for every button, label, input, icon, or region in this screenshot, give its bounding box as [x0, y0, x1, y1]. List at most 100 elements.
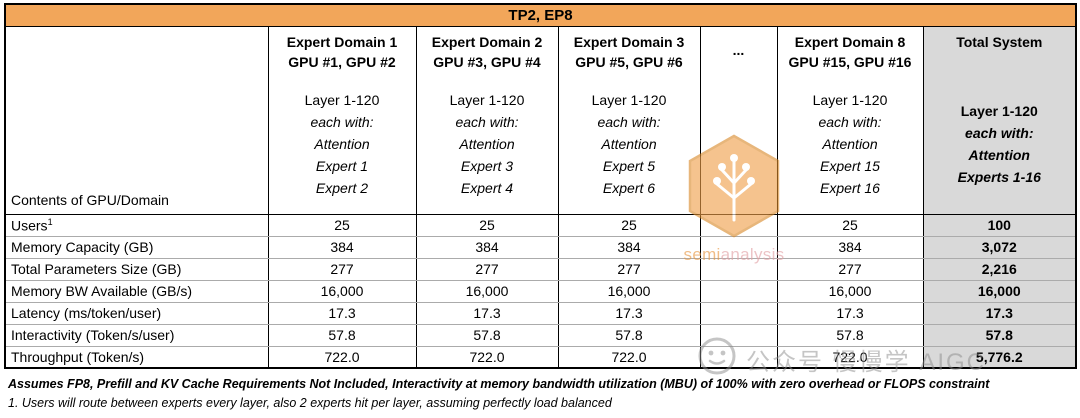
assumptions-note: Assumes FP8, Prefill and KV Cache Requir… [8, 377, 990, 391]
domain-gpus: GPU #1, GPU #2 [288, 53, 396, 70]
metric-value-ellipsis [699, 324, 778, 347]
metric-value: 17.3 [415, 302, 559, 325]
contents-layers: Layer 1-120 [304, 91, 380, 108]
metric-value: 17.3 [267, 302, 417, 325]
metric-label: Throughput (Token/s) [4, 346, 269, 369]
metric-value: 384 [557, 236, 701, 259]
contents-each-with: each with: [818, 113, 882, 130]
metric-total-value: 17.3 [922, 302, 1077, 325]
metric-label: Users1 [4, 214, 269, 237]
metric-value: 384 [776, 236, 924, 259]
domain-title: Expert Domain 8 [794, 33, 906, 50]
contents-attention: Attention [822, 135, 878, 152]
metric-total-value: 3,072 [922, 236, 1077, 259]
column-header-domain-8: Expert Domain 8 GPU #15, GPU #16 [776, 26, 924, 74]
contents-attention: Attention [459, 135, 515, 152]
metric-value: 16,000 [557, 280, 701, 303]
metric-value-ellipsis [699, 302, 778, 325]
metric-value: 57.8 [776, 324, 924, 347]
metric-value: 57.8 [415, 324, 559, 347]
metric-label: Interactivity (Token/s/user) [4, 324, 269, 347]
contents-each-with: each with: [597, 113, 661, 130]
domain-gpus: GPU #5, GPU #6 [575, 53, 683, 70]
spec-table: TP2, EP8 Contents of GPU/Domain Expert D… [4, 3, 1078, 369]
contents-each-with: each with: [455, 113, 519, 130]
column-header-domain-1: Expert Domain 1 GPU #1, GPU #2 [267, 26, 417, 74]
metric-value-ellipsis [699, 280, 778, 303]
metric-value: 25 [415, 214, 559, 237]
table-title: TP2, EP8 [4, 4, 1077, 27]
metric-row-latency: Latency (ms/token/user) 17.3 17.3 17.3 1… [4, 302, 1077, 325]
metric-label: Latency (ms/token/user) [4, 302, 269, 325]
metric-value: 16,000 [776, 280, 924, 303]
metric-value: 57.8 [557, 324, 701, 347]
contents-expert: Expert 1 [315, 157, 369, 174]
metric-value: 57.8 [267, 324, 417, 347]
contents-domain-8: Layer 1-120 each with: Attention Expert … [776, 74, 924, 215]
contents-domain-1: Layer 1-120 each with: Attention Expert … [267, 74, 417, 215]
contents-total-system: Layer 1-120 each with: Attention Experts… [922, 74, 1077, 215]
contents-expert: Expert 5 [602, 157, 656, 174]
metric-value: 25 [776, 214, 924, 237]
contents-attention: Attention [968, 146, 1030, 163]
contents-expert: Expert 4 [460, 179, 514, 196]
metric-value: 277 [776, 258, 924, 281]
domain-title: Expert Domain 2 [431, 33, 543, 50]
contents-expert: Expert 6 [602, 179, 656, 196]
column-header-ellipsis: ... [699, 26, 778, 74]
contents-ellipsis [699, 74, 778, 215]
metric-value: 16,000 [267, 280, 417, 303]
metric-value-ellipsis [699, 236, 778, 259]
contents-expert: Expert 15 [820, 157, 880, 174]
metric-label: Memory BW Available (GB/s) [4, 280, 269, 303]
metric-total-value: 16,000 [922, 280, 1077, 303]
metric-label: Memory Capacity (GB) [4, 236, 269, 259]
metric-value: 384 [267, 236, 417, 259]
metric-value: 25 [267, 214, 417, 237]
metric-value: 16,000 [415, 280, 559, 303]
footnotes: Assumes FP8, Prefill and KV Cache Requir… [8, 375, 989, 413]
metric-label-superscript: 1 [47, 216, 53, 227]
metric-row-memory-capacity: Memory Capacity (GB) 384 384 384 384 3,0… [4, 236, 1077, 259]
metric-value: 384 [415, 236, 559, 259]
domain-title: Expert Domain 1 [286, 33, 398, 50]
domain-title: Expert Domain 3 [573, 33, 685, 50]
metric-row-total-parameters: Total Parameters Size (GB) 277 277 277 2… [4, 258, 1077, 281]
metric-total-value: 2,216 [922, 258, 1077, 281]
contents-domain-2: Layer 1-120 each with: Attention Expert … [415, 74, 559, 215]
metric-value: 722.0 [267, 346, 417, 369]
metric-row-interactivity: Interactivity (Token/s/user) 57.8 57.8 5… [4, 324, 1077, 347]
contents-expert: Expert 2 [315, 179, 369, 196]
column-header-total-system: Total System [922, 26, 1077, 74]
metric-value-ellipsis [699, 258, 778, 281]
metric-value: 277 [267, 258, 417, 281]
metric-value: 25 [557, 214, 701, 237]
footnote-1: 1. Users will route between experts ever… [8, 396, 612, 410]
metric-total-value: 5,776.2 [922, 346, 1077, 369]
metric-value-ellipsis [699, 346, 778, 369]
metric-value: 277 [415, 258, 559, 281]
contents-layers: Layer 1-120 [812, 91, 888, 108]
contents-layers: Layer 1-120 [960, 102, 1038, 119]
metric-value: 277 [557, 258, 701, 281]
metric-total-value: 57.8 [922, 324, 1077, 347]
metric-value: 722.0 [557, 346, 701, 369]
domain-gpus: GPU #15, GPU #16 [788, 53, 912, 70]
contents-each-with: each with: [965, 124, 1034, 141]
contents-layers: Layer 1-120 [449, 91, 525, 108]
metric-value: 722.0 [776, 346, 924, 369]
column-header-domain-3: Expert Domain 3 GPU #5, GPU #6 [557, 26, 701, 74]
contents-attention: Attention [601, 135, 657, 152]
metric-row-memory-bw: Memory BW Available (GB/s) 16,000 16,000… [4, 280, 1077, 303]
metric-value-ellipsis [699, 214, 778, 237]
metric-value: 17.3 [557, 302, 701, 325]
contents-domain-3: Layer 1-120 each with: Attention Expert … [557, 74, 701, 215]
metric-row-throughput: Throughput (Token/s) 722.0 722.0 722.0 7… [4, 346, 1077, 369]
metric-label: Total Parameters Size (GB) [4, 258, 269, 281]
metric-row-users: Users1 25 25 25 25 100 [4, 214, 1077, 237]
domain-gpus: GPU #3, GPU #4 [433, 53, 541, 70]
contents-each-with: each with: [310, 113, 374, 130]
contents-label: Contents of GPU/Domain [11, 191, 169, 208]
header-row: Contents of GPU/Domain Expert Domain 1 G… [4, 26, 1077, 215]
